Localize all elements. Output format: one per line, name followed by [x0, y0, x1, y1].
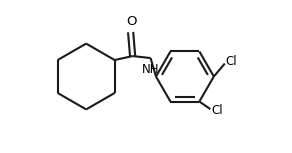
Text: O: O [126, 15, 137, 28]
Text: Cl: Cl [211, 104, 223, 117]
Text: Cl: Cl [226, 55, 237, 68]
Text: NH: NH [142, 63, 160, 76]
